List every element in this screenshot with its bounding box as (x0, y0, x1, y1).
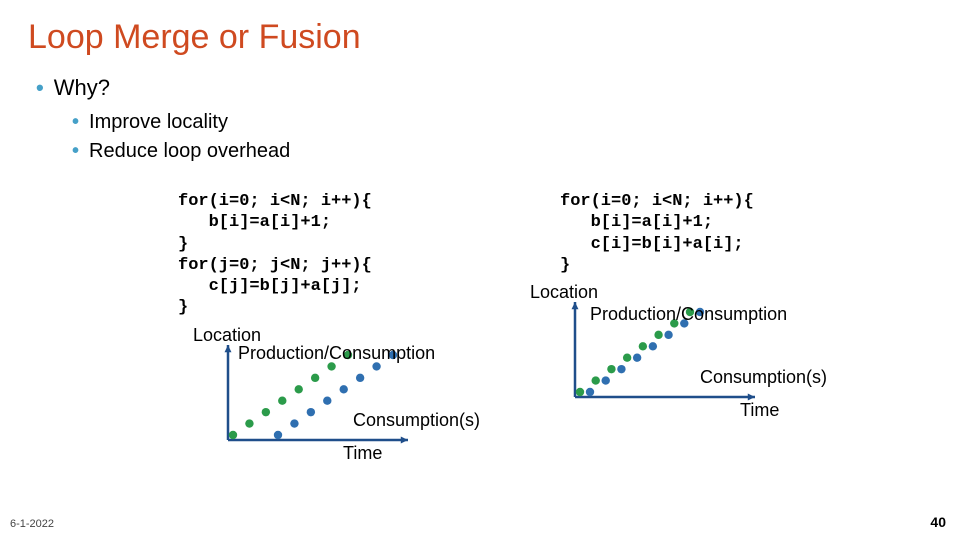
chart-right-svg (480, 282, 960, 422)
slide-title: Loop Merge or Fusion (28, 18, 932, 57)
bullet-sub1: • Improve locality (72, 111, 932, 134)
footer-page-number: 40 (930, 514, 946, 530)
bullet-sub2-text: Reduce loop overhead (89, 140, 290, 162)
axis-label-time-right: Time (740, 400, 779, 421)
bullet-sub1-text: Improve locality (89, 111, 228, 133)
bullet-dot-icon: • (72, 111, 79, 133)
legend-consumption-right: Consumption(s) (700, 367, 827, 388)
chart-left: Location Production/Consumption Consumpt… (28, 325, 480, 455)
code-col-right: for(i=0; i<N; i++){ b[i]=a[i]+1; c[i]=b[… (480, 191, 932, 455)
bullet-sub2: • Reduce loop overhead (72, 140, 932, 163)
legend-consumption-left: Consumption(s) (353, 410, 480, 431)
chart-right: Location Production/Consumption Consumpt… (480, 282, 932, 412)
axis-label-time-left: Time (343, 443, 382, 464)
bullet-dot-icon: • (72, 140, 79, 162)
legend-production-consumption-left: Production/Consumption (238, 343, 435, 364)
code-block-left: for(i=0; i<N; i++){ b[i]=a[i]+1; } for(j… (178, 191, 480, 319)
axis-label-location-right: Location (530, 282, 598, 303)
code-col-left: for(i=0; i<N; i++){ b[i]=a[i]+1; } for(j… (28, 191, 480, 455)
bullet-dot-icon: • (36, 75, 44, 100)
bullet-why: • Why? (36, 75, 932, 101)
code-block-right: for(i=0; i<N; i++){ b[i]=a[i]+1; c[i]=b[… (560, 191, 932, 276)
legend-production-consumption-right: Production/Consumption (590, 304, 787, 325)
bullet-why-text: Why? (54, 75, 110, 100)
code-row: for(i=0; i<N; i++){ b[i]=a[i]+1; } for(j… (28, 191, 932, 455)
footer-date: 6-1-2022 (10, 518, 54, 530)
